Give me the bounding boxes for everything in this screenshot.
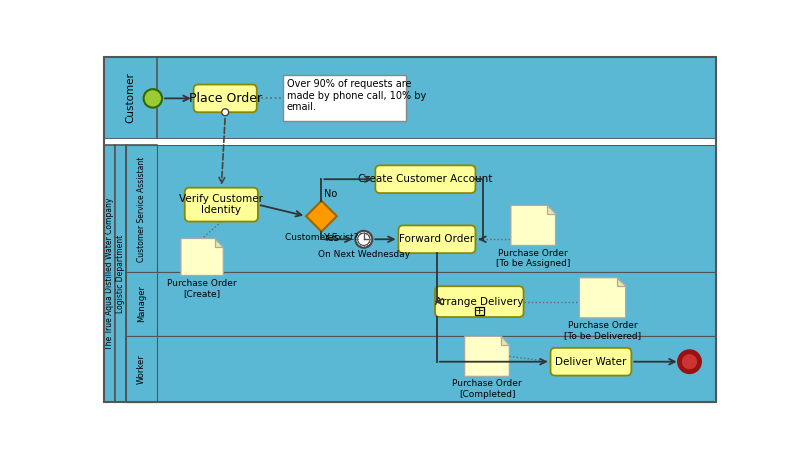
Bar	[104, 145, 716, 402]
Text: Arrange Delivery: Arrange Delivery	[435, 296, 523, 306]
FancyBboxPatch shape	[375, 165, 475, 193]
Circle shape	[355, 231, 372, 248]
Text: Purchase Order
[To be Delivered]: Purchase Order [To be Delivered]	[564, 321, 641, 340]
Bar	[104, 145, 115, 402]
Polygon shape	[215, 238, 223, 247]
Text: +: +	[474, 306, 484, 316]
Bar	[126, 272, 157, 336]
Polygon shape	[306, 201, 337, 232]
Circle shape	[222, 109, 229, 116]
Polygon shape	[465, 336, 510, 376]
Text: No: No	[324, 189, 337, 199]
Bar	[126, 145, 716, 272]
Bar	[104, 57, 157, 139]
Circle shape	[679, 352, 699, 372]
Text: Worker: Worker	[137, 354, 146, 384]
Bar	[104, 57, 716, 139]
Bar	[126, 145, 157, 272]
FancyBboxPatch shape	[435, 286, 523, 317]
Text: Forward Order: Forward Order	[399, 234, 474, 244]
Text: Customer: Customer	[126, 73, 135, 123]
FancyBboxPatch shape	[185, 188, 258, 222]
FancyBboxPatch shape	[398, 226, 475, 253]
Polygon shape	[511, 205, 555, 246]
Text: Purchase Order
[Completed]: Purchase Order [Completed]	[452, 380, 522, 399]
Polygon shape	[579, 278, 626, 318]
Text: Over 90% of requests are
made by phone call, 10% by
email.: Over 90% of requests are made by phone c…	[287, 79, 426, 112]
Text: Deliver Water: Deliver Water	[555, 357, 626, 367]
Circle shape	[358, 233, 370, 246]
Text: Verify Customer
Identity: Verify Customer Identity	[179, 194, 263, 216]
Text: Purchase Order
[To be Assigned]: Purchase Order [To be Assigned]	[496, 248, 570, 268]
Bar	[283, 75, 406, 122]
Polygon shape	[501, 336, 510, 345]
Bar	[475, 307, 483, 315]
Text: Place Order: Place Order	[189, 92, 262, 105]
Bar	[126, 336, 716, 402]
FancyBboxPatch shape	[194, 84, 257, 112]
Polygon shape	[547, 205, 555, 214]
Bar	[104, 139, 716, 145]
Bar	[115, 145, 126, 402]
Polygon shape	[617, 278, 626, 286]
Text: Logistic Department: Logistic Department	[116, 234, 125, 313]
FancyBboxPatch shape	[550, 348, 631, 375]
Text: The True Aqua Distilled Water Company: The True Aqua Distilled Water Company	[106, 197, 114, 350]
Text: Purchase Order
[Create]: Purchase Order [Create]	[167, 279, 237, 298]
Text: On Next Wednesday: On Next Wednesday	[318, 250, 410, 259]
Text: Customer Service Assistant: Customer Service Assistant	[137, 156, 146, 262]
Text: Create Customer Account: Create Customer Account	[358, 174, 493, 184]
Circle shape	[143, 89, 162, 108]
Text: Manager: Manager	[137, 286, 146, 322]
Polygon shape	[181, 238, 223, 276]
Bar	[126, 336, 157, 402]
Bar	[126, 145, 157, 402]
Bar	[126, 272, 716, 336]
Text: Yes: Yes	[323, 233, 338, 243]
Text: Customer Exist?: Customer Exist?	[285, 233, 358, 242]
